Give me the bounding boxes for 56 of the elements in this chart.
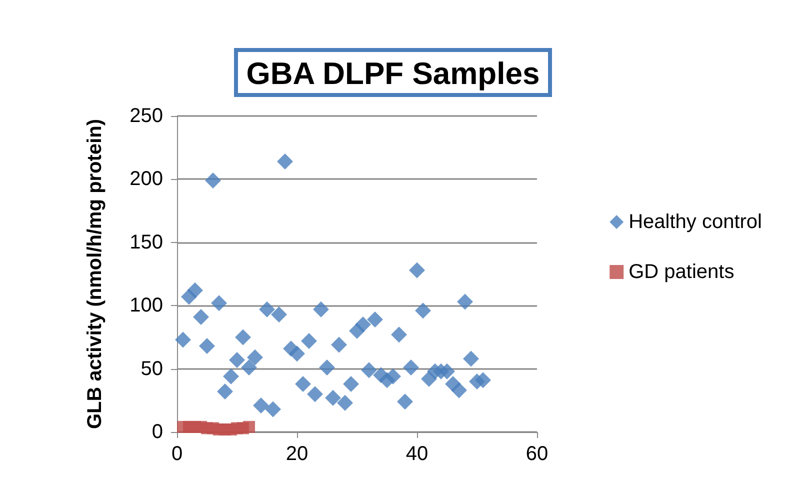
point	[211, 295, 227, 312]
point	[301, 332, 317, 349]
point	[229, 352, 245, 368]
y-tick-label: 100	[130, 294, 163, 317]
point	[397, 394, 413, 410]
y-tick-label: 150	[130, 231, 163, 254]
point	[313, 301, 329, 318]
point	[223, 368, 239, 384]
point	[243, 420, 255, 433]
point	[277, 154, 293, 170]
y-tick-label: 0	[152, 421, 163, 443]
y-tick-label: 250	[130, 105, 163, 127]
y-tick-label: 200	[130, 168, 163, 190]
point	[475, 372, 491, 388]
point	[187, 282, 203, 298]
point	[289, 346, 305, 362]
x-tick-label: 40	[406, 443, 428, 465]
legend-label: Healthy control	[628, 211, 762, 233]
point	[325, 390, 341, 406]
point	[367, 312, 383, 328]
point	[439, 363, 455, 380]
x-tick-label: 20	[286, 443, 308, 465]
point	[241, 360, 257, 376]
x-tick-label: 0	[171, 443, 183, 465]
x-tick-label: 60	[526, 443, 548, 465]
point	[337, 394, 353, 411]
point	[271, 306, 287, 322]
point	[247, 349, 263, 366]
chart-title: GBA DLPF Samples	[246, 56, 540, 91]
point	[403, 360, 419, 376]
point	[451, 382, 467, 398]
y-axis-title: GLB activity (nmol/h/mg protein)	[84, 118, 106, 430]
point	[307, 386, 323, 402]
point	[319, 360, 335, 376]
point	[193, 308, 209, 325]
point	[457, 294, 473, 310]
point	[391, 326, 407, 343]
point	[463, 350, 479, 367]
point	[259, 301, 275, 318]
point	[199, 338, 215, 354]
point	[175, 332, 191, 348]
point	[235, 329, 251, 346]
point	[331, 336, 347, 353]
point	[253, 397, 269, 414]
y-tick-label: 50	[140, 358, 163, 380]
point	[415, 302, 431, 319]
point	[205, 172, 221, 188]
point	[265, 401, 281, 418]
point	[217, 384, 233, 400]
point	[355, 316, 371, 333]
legend-label: GD patients	[628, 261, 734, 283]
point	[343, 376, 359, 392]
point	[361, 362, 377, 378]
point	[295, 376, 311, 392]
point	[385, 368, 401, 384]
point	[409, 262, 425, 278]
